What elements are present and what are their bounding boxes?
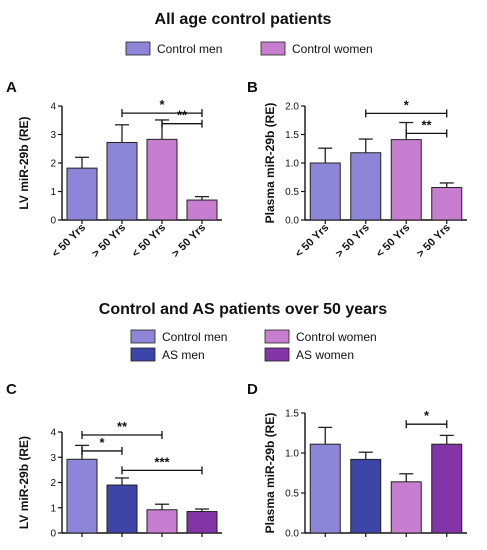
legend-swatch-control-men-2 [130,329,156,344]
bar-a-2 [106,141,138,221]
x-tick-label-a-1: < 50 Yrs [50,222,88,260]
y-tick-label-c: 3 [50,453,56,464]
y-tick-label-c: 2 [50,478,56,489]
y-tick-label-d: 1.0 [285,449,299,460]
y-tick-label-c: 4 [50,428,56,439]
bar-c-1 [66,458,98,534]
bar-d-4 [431,443,463,534]
legend-label-control-women: Control women [292,42,373,56]
chart-panel-d: Plasma miR-29b (RE) 0.0 0.5 1.0 1.5 * [263,408,467,540]
y-tick-label-a: 0 [50,216,56,227]
bar-d-2 [350,458,382,534]
y-tick-label-c: 1 [50,503,56,514]
bar-a-1 [66,167,98,221]
bar-d-3 [390,481,422,534]
section-title-1: All age control patients [155,11,332,28]
legend-label-control-men-2: Control men [162,330,227,344]
y-axis-label-d: Plasma miR-29b (RE) [263,413,277,534]
legend-bottom: Control men Control women AS men AS wome… [130,329,377,362]
x-tick-label-b-3: < 50 Yrs [374,222,412,260]
bar-d-1 [309,443,341,534]
section-title-2: Control and AS patients over 50 years [99,301,387,318]
legend-swatch-control-women [260,41,286,56]
y-tick-label-a: 1 [50,187,56,198]
bar-c-2 [106,484,138,534]
sig-label-a-2: ** [177,108,188,123]
sig-label-a-1: * [159,97,165,112]
x-tick-label-a-4: > 50 Yrs [170,222,208,260]
legend-label-control-men: Control men [157,42,222,56]
panel-letter-b: B [247,79,258,96]
bar-c-4 [186,511,218,534]
y-tick-label-b: 0.5 [285,187,299,198]
legend-swatch-as-women [264,347,290,362]
y-tick-label-d: 1.5 [285,409,299,420]
y-tick-label-b: 0.0 [285,216,299,227]
sig-label-c-3: *** [154,454,170,469]
y-tick-label-d: 0.0 [285,529,299,540]
legend-top: Control men Control women [125,41,373,56]
sig-label-d-1: * [424,408,430,423]
chart-panel-b: Plasma miR-29b (RE) 0.0 0.5 1.0 1.5 2.0 < 50 Y… [263,97,467,260]
x-tick-label-b-2: > 50 Yrs [333,222,371,260]
sig-label-c-2: * [99,435,105,450]
bar-b-2 [350,152,382,221]
bar-c-3 [146,509,178,534]
y-axis-label-b: Plasma miR-29b (RE) [263,103,277,224]
y-axis-label-a: LV miR-29b (RE) [17,116,31,209]
bar-a-4 [186,199,218,221]
bar-b-1 [309,162,341,221]
y-axis-label-c: LV miR-29b (RE) [17,436,31,529]
x-tick-label-b-4: > 50 Yrs [414,222,452,260]
x-tick-label-a-3: < 50 Yrs [130,222,168,260]
legend-swatch-control-men [125,41,151,56]
y-tick-label-a: 4 [50,102,56,113]
y-tick-label-b: 1.5 [285,130,299,141]
x-tick-label-a-2: > 50 Yrs [90,222,128,260]
legend-label-control-women-2: Control women [296,330,377,344]
legend-label-as-women: AS women [296,348,354,362]
x-tick-label-b-1: < 50 Yrs [293,222,331,260]
legend-swatch-as-men [130,347,156,362]
bar-b-4 [431,187,463,221]
sig-label-b-1: * [404,97,410,112]
y-tick-label-c: 0 [50,529,56,540]
y-tick-label-a: 3 [50,130,56,141]
sig-label-b-2: ** [421,117,432,132]
y-tick-label-d: 0.5 [285,489,299,500]
legend-label-as-men: AS men [162,348,205,362]
panel-letter-a: A [6,79,17,96]
y-tick-label-b: 2.0 [285,102,299,113]
y-tick-label-a: 2 [50,159,56,170]
bar-b-3 [390,139,422,221]
y-tick-label-b: 1.0 [285,159,299,170]
panel-letter-d: D [247,381,258,398]
legend-swatch-control-women-2 [264,329,290,344]
sig-label-c-1: ** [117,419,128,434]
panel-letter-c: C [6,381,17,398]
bar-a-3 [146,138,178,221]
